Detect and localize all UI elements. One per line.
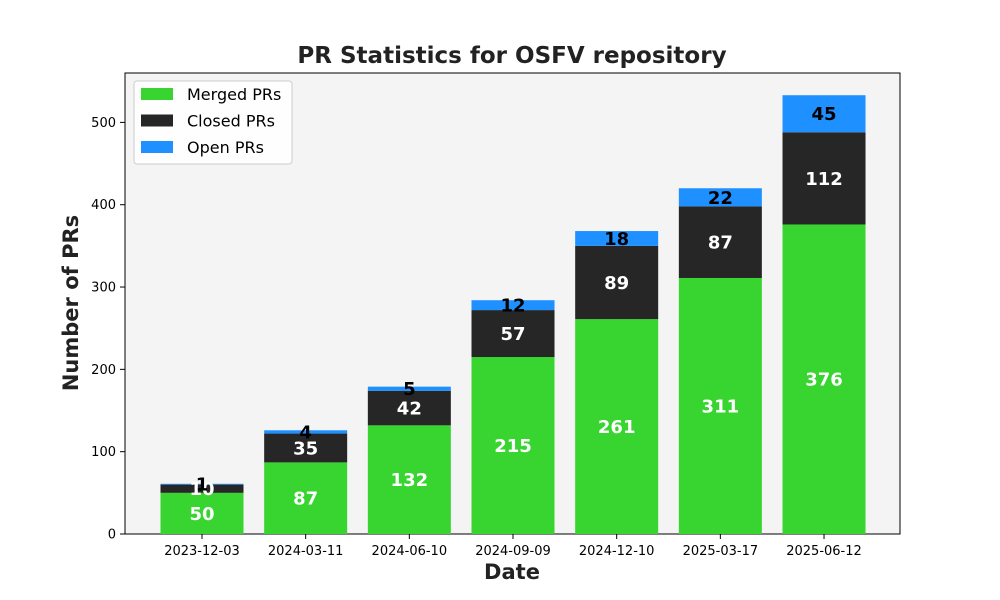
bar-segment	[264, 430, 348, 434]
y-tick-label: 100	[91, 445, 116, 460]
bar-segment	[471, 300, 555, 311]
x-tick-label: 2025-03-17	[683, 544, 759, 559]
y-tick-label: 200	[91, 363, 116, 378]
data-label: 4	[299, 422, 312, 443]
data-label: 57	[500, 324, 525, 345]
data-label: 18	[604, 229, 629, 250]
legend-swatch	[141, 114, 173, 127]
bar-segment	[575, 319, 659, 534]
y-tick-label: 400	[91, 198, 116, 213]
data-label: 261	[598, 417, 636, 438]
data-label: 311	[702, 396, 740, 417]
bar-segment	[575, 231, 659, 246]
data-label: 132	[391, 470, 429, 491]
data-label: 45	[811, 104, 836, 125]
bar-segment	[160, 484, 244, 493]
data-label: 50	[189, 504, 214, 525]
bar-segment	[367, 386, 451, 391]
bar-segment	[160, 492, 244, 534]
data-label: 1	[196, 475, 209, 496]
bar-segment	[264, 462, 348, 534]
bar-segment	[160, 483, 244, 485]
legend-label: Merged PRs	[187, 85, 281, 104]
x-tick-label: 2024-06-10	[372, 544, 448, 559]
x-axis-label: Date	[484, 560, 540, 584]
data-label: 42	[397, 399, 422, 420]
x-tick-label: 2025-06-12	[786, 544, 862, 559]
bar-segment	[678, 188, 762, 207]
legend-swatch	[141, 88, 173, 100]
bar-segment	[678, 206, 762, 278]
data-label: 376	[805, 370, 843, 391]
legend-label: Open PRs	[187, 138, 264, 157]
x-tick-label: 2023-12-03	[164, 544, 240, 559]
bar-segment	[264, 433, 348, 463]
bar-segment	[575, 245, 659, 320]
legend-swatch	[141, 141, 173, 153]
x-axis: 2023-12-03 2024-03-11 2024-06-10 2024-09-09…	[164, 534, 862, 559]
x-tick-label: 2024-03-11	[268, 544, 344, 559]
bars-layer	[160, 95, 866, 534]
bar-segment	[367, 425, 451, 534]
y-tick-label: 0	[108, 528, 116, 543]
data-label: 10	[189, 479, 214, 500]
data-label: 22	[708, 188, 733, 209]
data-label: 12	[500, 296, 525, 317]
bar-segment	[782, 224, 866, 534]
y-tick-label: 500	[91, 116, 116, 131]
bar-segment	[471, 357, 555, 534]
legend-box	[133, 80, 293, 165]
x-tick-label: 2024-12-10	[579, 544, 655, 559]
data-label: 112	[805, 169, 843, 190]
legend: Merged PRs Closed PRs Open PRs	[133, 80, 293, 165]
data-label: 89	[604, 273, 629, 294]
x-tick-label: 2024-09-09	[475, 544, 551, 559]
bar-segment	[471, 310, 555, 358]
y-axis-label: Number of PRs	[59, 215, 83, 391]
data-label: 215	[494, 436, 532, 457]
data-label: 35	[293, 438, 318, 459]
bar-segment	[367, 390, 451, 426]
bar-segment	[782, 132, 866, 225]
bar-labels-layer: 50 101 87 354 132 425 215 57 12 261 89 18 311 87 22 376…	[189, 104, 842, 525]
data-label: 5	[403, 379, 416, 400]
data-label: 87	[293, 489, 318, 510]
bar-segment	[678, 277, 762, 534]
bar-segment	[782, 95, 866, 133]
y-tick-label: 300	[91, 281, 116, 296]
y-axis: 0 100 200 300 400 500	[91, 116, 125, 543]
legend-label: Closed PRs	[187, 112, 275, 131]
chart-title: PR Statistics for OSFV repository	[297, 43, 726, 69]
data-label: 87	[708, 233, 733, 254]
